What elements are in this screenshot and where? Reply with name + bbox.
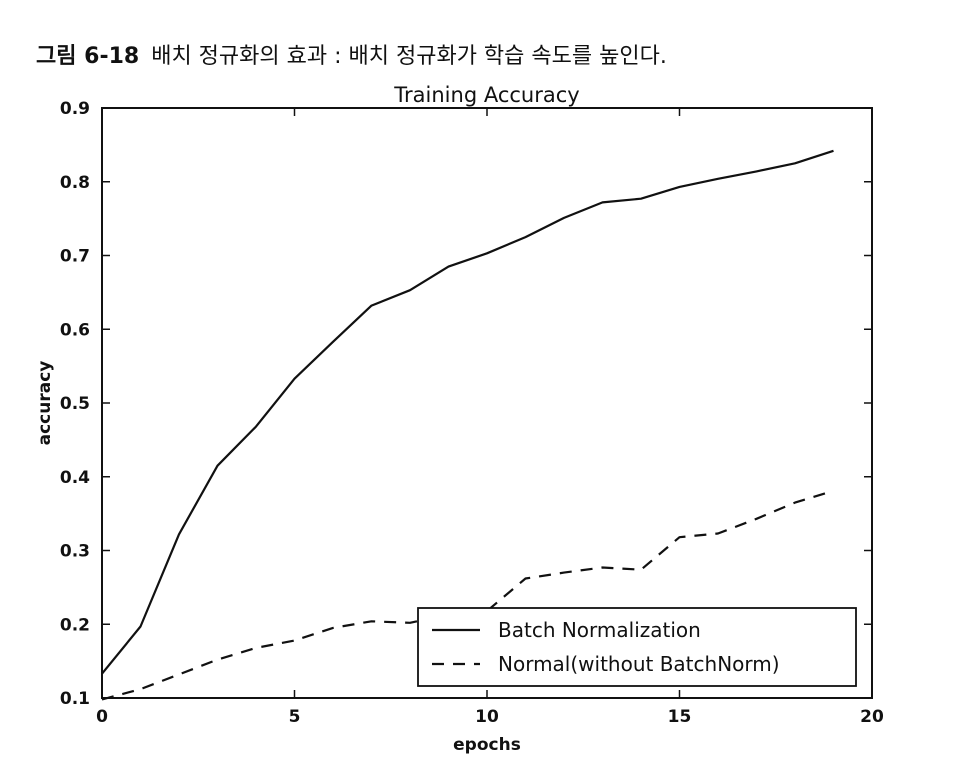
figure-number: 그림 6-18 [36, 44, 140, 69]
figure-caption-text: 배치 정규화의 효과 : 배치 정규화가 학습 속도를 높인다. [151, 44, 667, 69]
x-tick-label: 15 [668, 707, 692, 727]
legend-box [417, 607, 857, 687]
x-axis-title: epochs [453, 735, 521, 755]
plot-area: 0 5 10 15 20 0.1 0.2 0.3 0.4 0.5 0.6 0.7 0.8 0.9 [60, 99, 884, 727]
x-tick-label: 10 [475, 707, 499, 727]
series-line-batch-normalization [101, 149, 834, 675]
legend: Batch Normalization Normal(without BatchN… [417, 607, 857, 687]
figure-caption: 그림 6-18 배치 정규화의 효과 : 배치 정규화가 학습 속도를 높인다. [36, 38, 667, 70]
y-tick-label: 0.2 [60, 615, 90, 635]
y-tick-label: 0.4 [60, 468, 90, 488]
x-tick-label: 20 [860, 707, 884, 727]
y-tick-label: 0.7 [60, 247, 90, 267]
chart-title: Training Accuracy [393, 83, 579, 107]
y-tick-label: 0.8 [60, 173, 90, 193]
legend-label: Normal(without BatchNorm) [498, 652, 780, 676]
legend-label: Batch Normalization [498, 618, 701, 642]
y-tick-label: 0.3 [60, 542, 90, 562]
y-tick-label: 0.9 [60, 99, 90, 119]
y-tick-label: 0.1 [60, 689, 90, 709]
y-axis-title: accuracy [35, 361, 55, 446]
y-tick-label: 0.5 [60, 394, 90, 414]
x-tick-label: 5 [289, 707, 301, 727]
y-tick-label: 0.6 [60, 320, 90, 340]
x-tick-label: 0 [96, 707, 108, 727]
